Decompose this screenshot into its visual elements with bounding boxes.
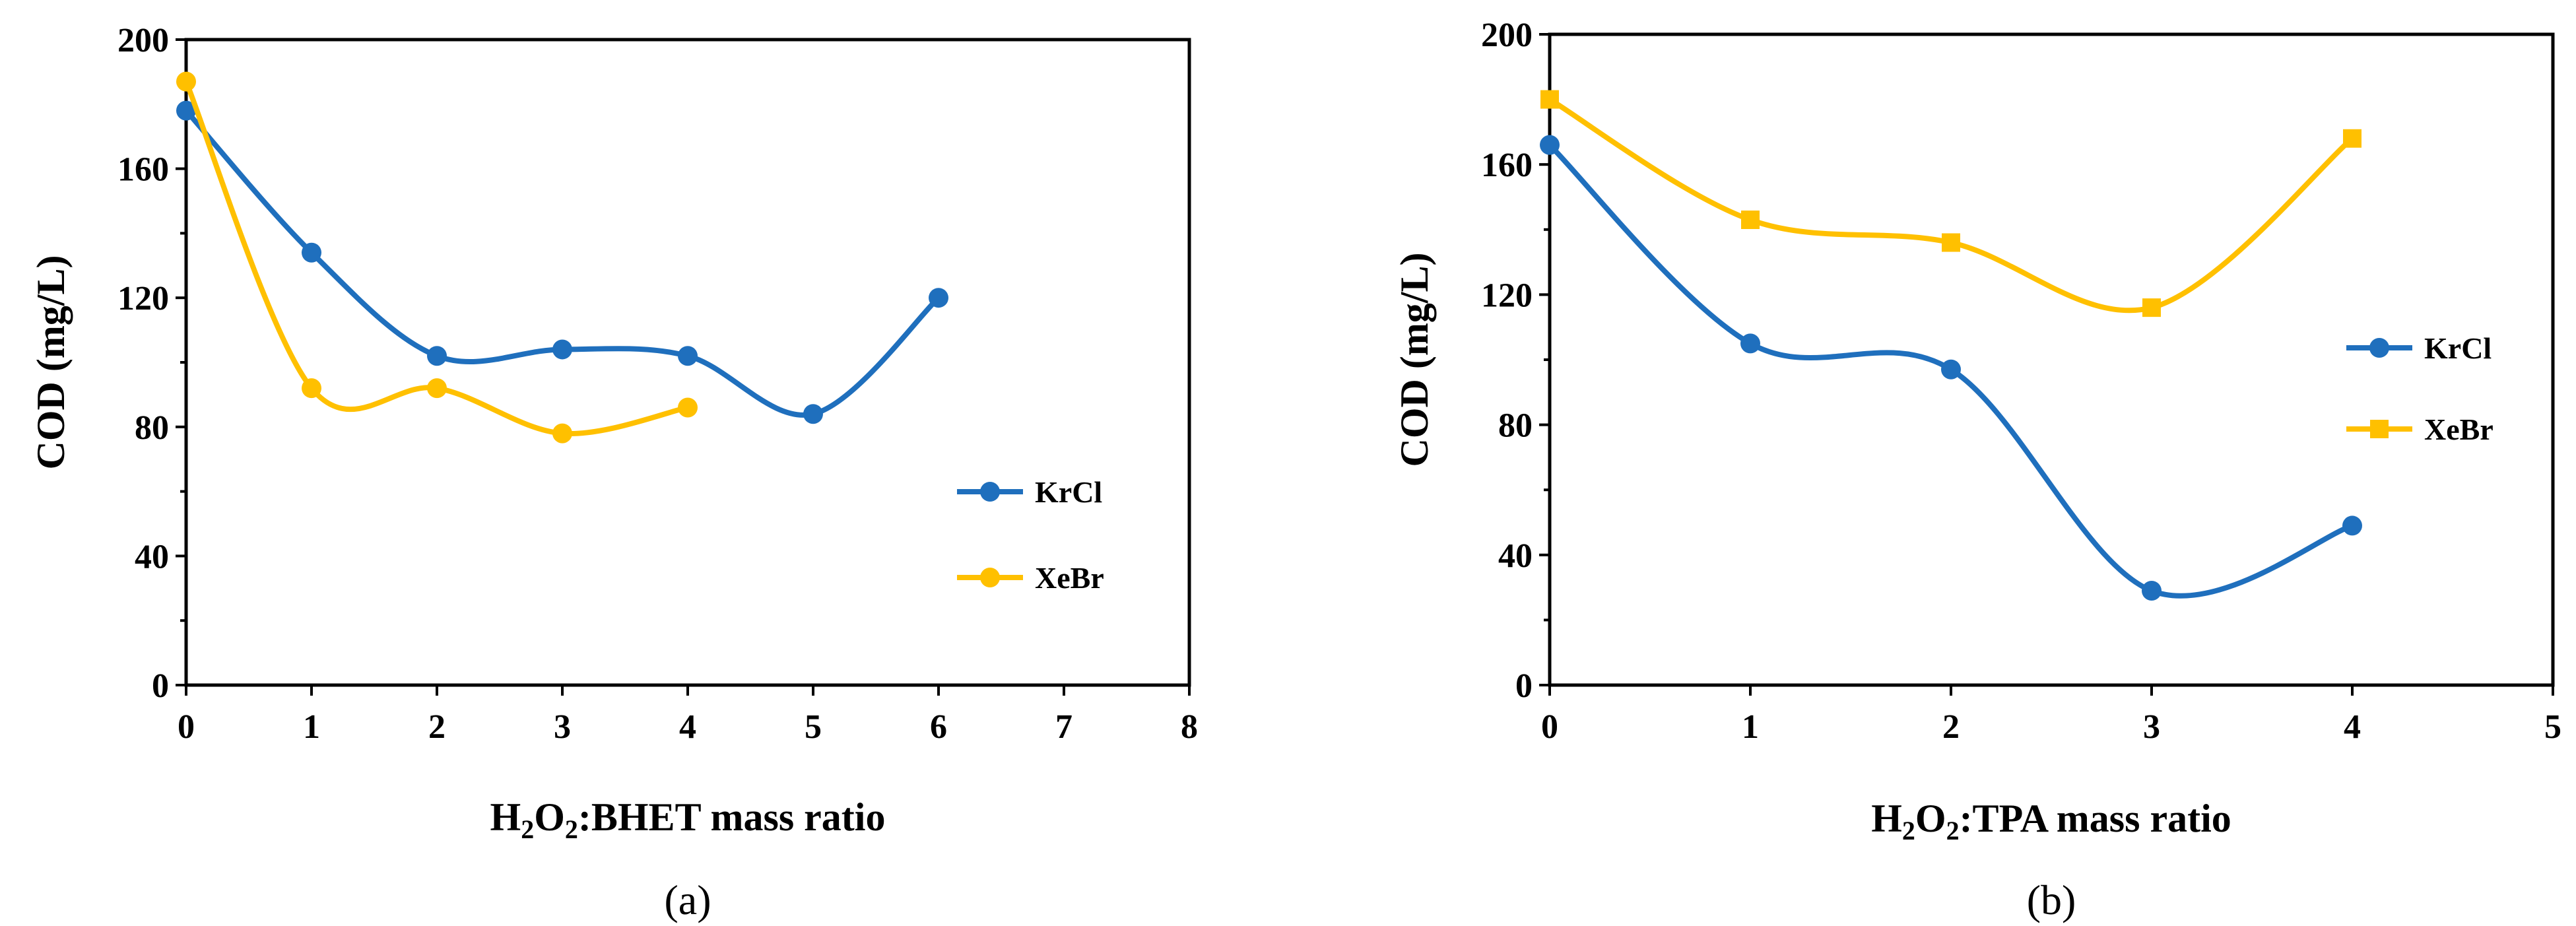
data-point-xebr xyxy=(427,378,447,399)
y-axis-title: COD (mg/L) xyxy=(1393,253,1436,467)
data-point-krcl xyxy=(1540,135,1560,155)
x-tick-label: 8 xyxy=(1181,708,1198,746)
x-tick-label: 7 xyxy=(1055,708,1073,746)
data-point-krcl xyxy=(302,242,321,263)
x-tick-label: 3 xyxy=(2143,708,2160,746)
x-tick-label: 0 xyxy=(1541,708,1558,746)
y-tick-label: 0 xyxy=(152,667,169,705)
legend-label-xebr: XeBr xyxy=(1035,561,1104,595)
x-tick-label: 2 xyxy=(428,708,446,746)
y-tick-label: 200 xyxy=(117,22,169,59)
y-axis-title: COD (mg/L) xyxy=(29,255,73,470)
legend-marker-xebr xyxy=(2370,420,2389,438)
data-point-xebr xyxy=(1540,90,1559,109)
chart-panel-a: 0 40 80 120 160 200 0 1 2 3 4 5 6 7 8 COD (mg/L) H2O2:BH… xyxy=(29,22,1198,923)
legend-marker-krcl xyxy=(2369,338,2389,358)
x-axis-title: H2O2:TPA mass ratio xyxy=(1871,797,2231,845)
data-point-xebr xyxy=(1741,211,1760,230)
data-point-krcl xyxy=(552,339,572,360)
x-tick-label: 1 xyxy=(303,708,320,746)
legend-marker-xebr xyxy=(980,568,1000,587)
data-point-xebr xyxy=(302,378,321,399)
panel-caption: (b) xyxy=(2027,876,2076,923)
x-tick-label: 2 xyxy=(1942,708,1960,746)
data-point-krcl xyxy=(1941,359,1961,380)
data-point-xebr xyxy=(2142,298,2161,317)
data-point-krcl xyxy=(678,346,698,366)
data-point-krcl xyxy=(2342,515,2362,536)
data-point-krcl xyxy=(803,404,823,424)
data-point-krcl xyxy=(929,288,948,308)
y-tick-label: 120 xyxy=(1481,277,1533,314)
y-tick-label: 40 xyxy=(135,538,169,576)
data-point-krcl xyxy=(427,346,447,366)
data-point-xebr xyxy=(2343,129,2361,148)
y-tick-label: 160 xyxy=(117,151,169,189)
y-tick-label: 80 xyxy=(1498,407,1533,445)
panel-caption: (a) xyxy=(664,876,711,923)
legend-label-xebr: XeBr xyxy=(2424,413,2493,446)
data-point-krcl xyxy=(1740,333,1760,354)
legend-label-krcl: KrCl xyxy=(2424,331,2492,365)
y-tick-label: 160 xyxy=(1481,147,1533,184)
data-point-xebr xyxy=(678,397,698,418)
x-tick-label: 4 xyxy=(679,708,696,746)
data-point-xebr xyxy=(552,423,572,444)
x-tick-label: 0 xyxy=(178,708,195,746)
legend-label-krcl: KrCl xyxy=(1035,475,1102,509)
x-tick-label: 5 xyxy=(2544,708,2561,746)
x-tick-label: 6 xyxy=(930,708,947,746)
x-tick-label: 3 xyxy=(554,708,571,746)
x-tick-label: 4 xyxy=(2344,708,2361,746)
x-tick-label: 5 xyxy=(805,708,822,746)
data-point-krcl xyxy=(176,100,196,121)
y-tick-label: 200 xyxy=(1481,17,1533,54)
data-point-xebr xyxy=(176,71,196,92)
y-tick-label: 0 xyxy=(1515,667,1533,705)
x-tick-label: 1 xyxy=(1742,708,1759,746)
y-tick-label: 80 xyxy=(135,409,169,447)
data-point-xebr xyxy=(1942,233,1960,252)
x-axis-title: H2O2:BHET mass ratio xyxy=(490,795,886,844)
y-tick-label: 120 xyxy=(117,280,169,317)
legend-marker-krcl xyxy=(980,482,1000,502)
series-line-xebr xyxy=(183,79,690,437)
y-tick-label: 40 xyxy=(1498,537,1533,575)
data-point-krcl xyxy=(2142,581,2162,601)
chart-panel-b: 0 40 80 120 160 200 0 1 2 3 4 5 COD (mg/L) H2O2:TPA m… xyxy=(1393,17,2561,923)
